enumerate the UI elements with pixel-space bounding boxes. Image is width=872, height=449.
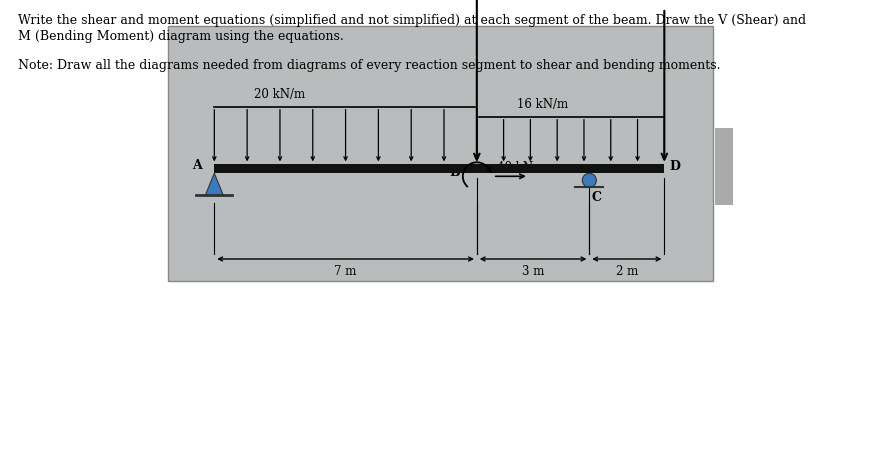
Text: 2 m: 2 m [616,265,638,278]
Text: 20 kN/m: 20 kN/m [255,88,305,101]
Text: 40 kNm: 40 kNm [497,161,544,174]
Circle shape [582,173,596,187]
Text: C: C [591,191,602,204]
Text: D: D [670,160,680,173]
Text: B: B [449,166,460,179]
Text: 3 m: 3 m [521,265,544,278]
Bar [715,128,733,204]
Text: Note: Draw all the diagrams needed from diagrams of every reaction segment to sh: Note: Draw all the diagrams needed from … [18,59,720,72]
Text: M (Bending Moment) diagram using the equations.: M (Bending Moment) diagram using the equ… [18,30,344,43]
Bar [215,164,664,173]
Text: Write the shear and moment equations (simplified and not simplified) at each seg: Write the shear and moment equations (si… [18,14,806,27]
Text: A: A [193,159,202,172]
Polygon shape [205,173,223,195]
Text: 16 kN/m: 16 kN/m [517,98,568,111]
Bar [168,26,713,281]
Text: 7 m: 7 m [334,265,357,278]
